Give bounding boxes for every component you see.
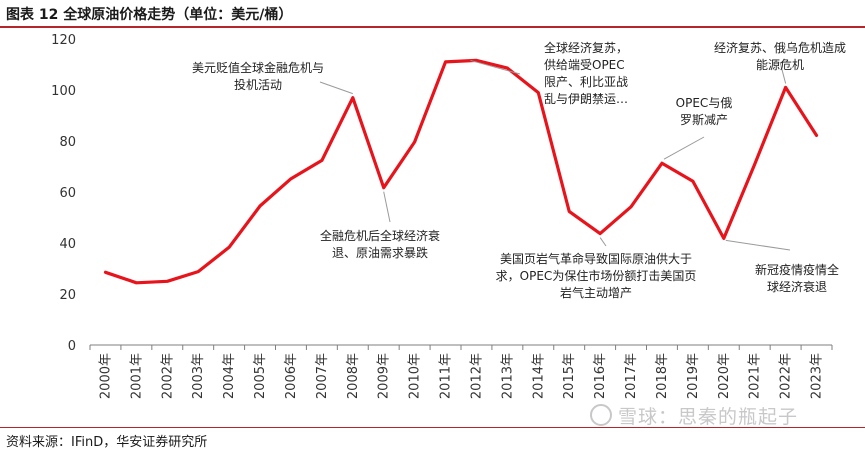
x-tick-label: 2004年 xyxy=(222,353,237,399)
annotation-leader xyxy=(663,136,705,160)
y-tick-label: 20 xyxy=(59,288,76,303)
x-tick-label: 2019年 xyxy=(686,353,701,399)
annotation-text: 罗斯减产 xyxy=(680,113,728,127)
x-tick-label: 2017年 xyxy=(624,353,639,399)
annotation-leader xyxy=(470,59,521,75)
x-tick-label: 2008年 xyxy=(346,353,361,399)
annotation-text: 乱与伊朗禁运… xyxy=(544,92,628,106)
annotation-text: OPEC与俄 xyxy=(676,96,733,110)
x-tick-label: 2021年 xyxy=(748,353,763,399)
x-tick-label: 2005年 xyxy=(253,353,268,399)
y-tick-label: 60 xyxy=(59,186,76,201)
annotation-text: 全融危机后全球经济衰 xyxy=(320,228,440,243)
annotation-text: 球经济衰退 xyxy=(767,279,827,294)
x-tick-label: 2012年 xyxy=(469,353,484,399)
x-tick-label: 2018年 xyxy=(655,353,670,399)
annotation-text: 美国页岩气革命导致国际原油供大于 xyxy=(500,251,692,266)
annotation-text: 全球经济复苏， xyxy=(544,40,628,55)
x-tick-label: 2011年 xyxy=(439,353,454,399)
x-tick-label: 2000年 xyxy=(98,353,113,399)
y-tick-label: 120 xyxy=(51,33,76,48)
annotation-text: 能源危机 xyxy=(756,58,804,72)
watermark: 雪球：思秦的瓶起子 xyxy=(590,402,798,429)
annotation-leader xyxy=(599,237,607,247)
x-tick-label: 2002年 xyxy=(160,353,175,399)
title-divider xyxy=(0,26,865,28)
y-tick-label: 100 xyxy=(51,84,76,99)
y-tick-label: 80 xyxy=(59,135,76,150)
x-tick-label: 2010年 xyxy=(408,353,423,399)
x-tick-label: 2009年 xyxy=(377,353,392,399)
x-tick-label: 2013年 xyxy=(500,353,515,399)
x-tick-label: 2007年 xyxy=(315,353,330,399)
annotation-text: 岩气主动增产 xyxy=(560,285,632,300)
y-tick-label: 40 xyxy=(59,237,76,252)
annotation-text: 求，OPEC为保住市场份额打击美国页 xyxy=(496,268,697,283)
annotation-leader xyxy=(725,239,791,251)
annotation-text: 退、原油需求暴跌 xyxy=(332,245,428,260)
x-tick-label: 2006年 xyxy=(284,353,299,399)
x-tick-label: 2022年 xyxy=(779,353,794,399)
y-tick-label: 0 xyxy=(68,339,76,354)
x-tick-label: 2003年 xyxy=(191,353,206,399)
annotation-leader xyxy=(319,81,353,95)
snowball-icon xyxy=(590,404,612,426)
x-tick-label: 2014年 xyxy=(531,353,546,399)
x-tick-label: 2023年 xyxy=(810,353,825,399)
series-line xyxy=(103,58,819,285)
chart-title: 图表 12 全球原油价格走势（单位：美元/桶） xyxy=(6,7,293,23)
watermark-text: 雪球：思秦的瓶起子 xyxy=(618,406,799,428)
x-tick-label: 2015年 xyxy=(562,353,577,399)
annotation-leader xyxy=(383,191,391,223)
source-note: 资料来源：IFinD，华安证券研究所 xyxy=(6,435,208,450)
footer-divider xyxy=(0,427,865,428)
annotation-text: 投机活动 xyxy=(234,77,282,92)
x-tick-label: 2016年 xyxy=(593,353,608,399)
annotation-text: 美元贬值全球金融危机与 xyxy=(192,60,324,75)
x-tick-label: 2020年 xyxy=(717,353,732,399)
oil-price-chart: 0 20 40 60 80 100 120 2000年 2001年 2002年 2003年 2004年… xyxy=(51,33,846,399)
x-tick-label: 2001年 xyxy=(129,353,144,399)
annotation-text: 经济复苏、俄乌危机造成 xyxy=(714,40,846,55)
annotation-text: 限产、利比亚战 xyxy=(544,75,628,89)
annotation-text: 新冠疫情疫情全 xyxy=(755,262,839,277)
annotation-leader xyxy=(779,61,787,84)
annotation-text: 供给端受OPEC xyxy=(544,58,625,72)
